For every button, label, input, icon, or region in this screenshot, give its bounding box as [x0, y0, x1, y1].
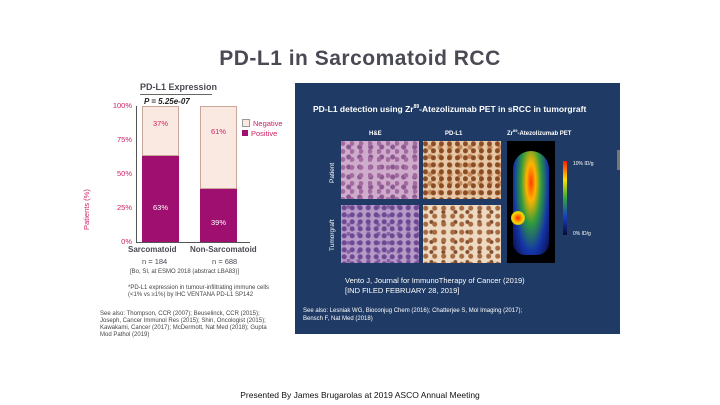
- he-patient-image: [341, 141, 419, 199]
- scale-top-label: 10% ID/g: [573, 161, 594, 167]
- p-value-annotation: P = 5.25e-07: [144, 97, 190, 106]
- pdl1-patient-image: [423, 141, 501, 199]
- n-label-sarcomatoid: n = 184: [142, 257, 168, 266]
- definition-note-1: *PD-L1 expression in tumour-infiltrating…: [128, 285, 270, 291]
- pet-imaging-panel: PD-L1 detection using Zr89-Atezolizumab …: [295, 83, 620, 334]
- data-label-negative: 37%: [152, 118, 168, 128]
- y-tick-label: 100%: [112, 101, 132, 110]
- panel-edge-marker: [617, 150, 620, 170]
- y-axis-label: Patients (%): [82, 189, 91, 230]
- pet-scan-image: [507, 141, 555, 263]
- y-tick-label: 25%: [116, 203, 132, 212]
- mouse-silhouette: [513, 151, 549, 255]
- row-label-patient: Patient: [329, 162, 336, 183]
- legend-item-negative: Negative: [242, 118, 283, 128]
- see-also-left-1: See also: Thompson, CCR (2007); Beuselin…: [100, 311, 260, 317]
- panel-title-post: -Atezolizumab PET in sRCC in tumorgraft: [419, 104, 587, 114]
- data-label-positive: 63%: [152, 203, 168, 213]
- legend-label-positive: Positive: [251, 128, 278, 138]
- see-also-left-3: Kawakami, Cancer (2017); McDermott, Nat …: [100, 325, 267, 331]
- category-label-sarcomatoid: Sarcomatoid: [128, 245, 177, 254]
- see-also-left-4: Mod Pathol (2019): [100, 332, 150, 338]
- legend-label-negative: Negative: [253, 118, 283, 128]
- data-label-positive: 39%: [210, 218, 226, 228]
- x-axis-line: [136, 242, 250, 243]
- pdl1-tumorgraft-image: [423, 205, 501, 263]
- citation: Vento J, Journal for ImmunoTherapy of Ca…: [345, 276, 525, 296]
- slide-title: PD-L1 in Sarcomatoid RCC: [219, 47, 501, 70]
- panel-title-pre: PD-L1 detection using Zr: [313, 104, 414, 114]
- see-also-right-1: See also: Lesniak WG, Bioconjug Chem (20…: [303, 308, 523, 314]
- chart-legend: Negative Positive: [242, 118, 283, 138]
- see-also-left-2: Joseph, Cancer Immunol Res (2015); Shin,…: [100, 318, 266, 324]
- y-tick-label: 0%: [121, 237, 132, 246]
- he-tumorgraft-image: [341, 205, 419, 263]
- pet-label-pre: Zr: [507, 131, 513, 137]
- row-label-tumorgraft: Tumorgraft: [329, 219, 336, 251]
- title-underline: [140, 94, 212, 95]
- n-label-non-sarcomatoid: n = 688: [212, 257, 238, 266]
- legend-swatch-negative: [242, 119, 250, 127]
- legend-item-positive: Positive: [242, 128, 283, 138]
- pet-color-scale: [563, 161, 567, 235]
- panel-title: PD-L1 detection using Zr89-Atezolizumab …: [313, 104, 586, 114]
- y-tick-label: 75%: [116, 135, 132, 144]
- bar-negative: [200, 106, 237, 189]
- see-also-right-2: Bensch F, Nat Med (2018): [303, 316, 373, 322]
- source-note: [Bo, SI, at ESMO 2018 (abstract LBA83)]: [130, 269, 240, 275]
- pet-label-post: -Atezolizumab PET: [517, 131, 572, 137]
- presenter-footer: Presented By James Brugarolas at 2019 AS…: [240, 390, 480, 400]
- bar-positive: [142, 156, 179, 242]
- definition-note-2: (<1% vs ≥1%) by IHC VENTANA PD-L1 SP142: [128, 292, 254, 298]
- bar-negative: [142, 106, 179, 157]
- column-label-he: H&E: [369, 131, 382, 137]
- chart-title: PD-L1 Expression: [140, 82, 218, 92]
- tumor-hotspot: [511, 211, 525, 225]
- column-label-pet: Zr89-Atezolizumab PET: [507, 128, 571, 137]
- y-axis-line: [136, 106, 137, 242]
- legend-swatch-positive: [242, 130, 248, 136]
- pet-label-sup: 89: [513, 128, 518, 133]
- column-label-pdl1: PD-L1: [445, 131, 463, 137]
- data-label-negative: 61%: [210, 126, 226, 136]
- citation-line-2: [IND FILED FEBRUARY 28, 2019]: [345, 286, 460, 295]
- bar-positive: [200, 188, 237, 242]
- see-also-right: See also: Lesniak WG, Bioconjug Chem (20…: [303, 307, 522, 323]
- panel-title-sup: 89: [413, 104, 420, 111]
- scale-bottom-label: 0% ID/g: [573, 231, 591, 237]
- pdl1-expression-chart: PD-L1 Expression P = 5.25e-07 Patients (…: [82, 80, 290, 280]
- citation-line-1: Vento J, Journal for ImmunoTherapy of Ca…: [345, 276, 525, 285]
- y-tick-label: 50%: [116, 169, 132, 178]
- category-label-non-sarcomatoid: Non-Sarcomatoid: [190, 245, 257, 254]
